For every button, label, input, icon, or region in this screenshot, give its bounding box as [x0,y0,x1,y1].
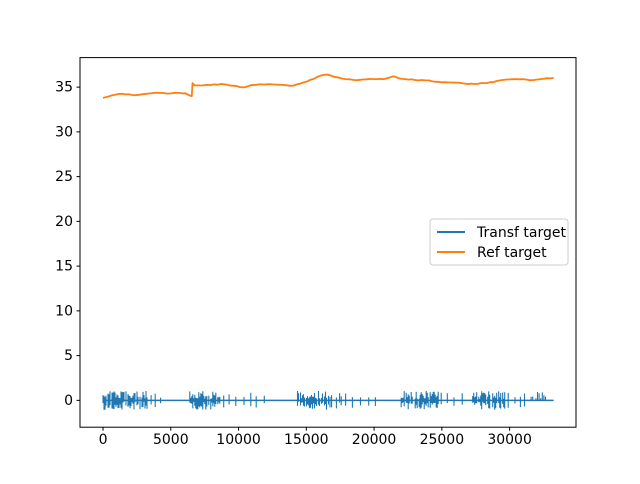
y-tick-label: 20 [55,214,73,230]
y-tick-label: 5 [64,348,73,364]
x-tick-label: 5000 [153,432,189,448]
x-tick-label: 10000 [216,432,261,448]
x-tick-label: 20000 [352,432,397,448]
legend: Transf target Ref target [429,218,569,266]
legend-label-ref: Ref target [477,245,547,261]
legend-label-transf: Transf target [476,225,566,241]
transf-noise-spikes [102,391,547,410]
y-tick-label: 25 [55,169,73,185]
x-tick-label: 25000 [420,432,465,448]
y-tick-label: 30 [55,124,73,140]
ref-target-path [102,73,554,99]
legend-box [429,218,569,266]
y-tick-label: 0 [64,393,73,409]
plot-border [79,57,577,428]
ref-target-line [102,73,554,99]
y-axis: 0 5 10 15 20 25 30 35 [55,80,80,409]
x-tick-label: 0 [99,432,108,448]
x-tick-label: 15000 [284,432,329,448]
y-tick-label: 15 [55,259,73,275]
x-tick-label: 30000 [487,432,532,448]
y-tick-label: 10 [55,303,73,319]
x-axis: 0 5000 10000 15000 20000 25000 30000 [99,427,532,448]
transf-target-line [102,391,554,410]
y-tick-label: 35 [55,80,73,96]
